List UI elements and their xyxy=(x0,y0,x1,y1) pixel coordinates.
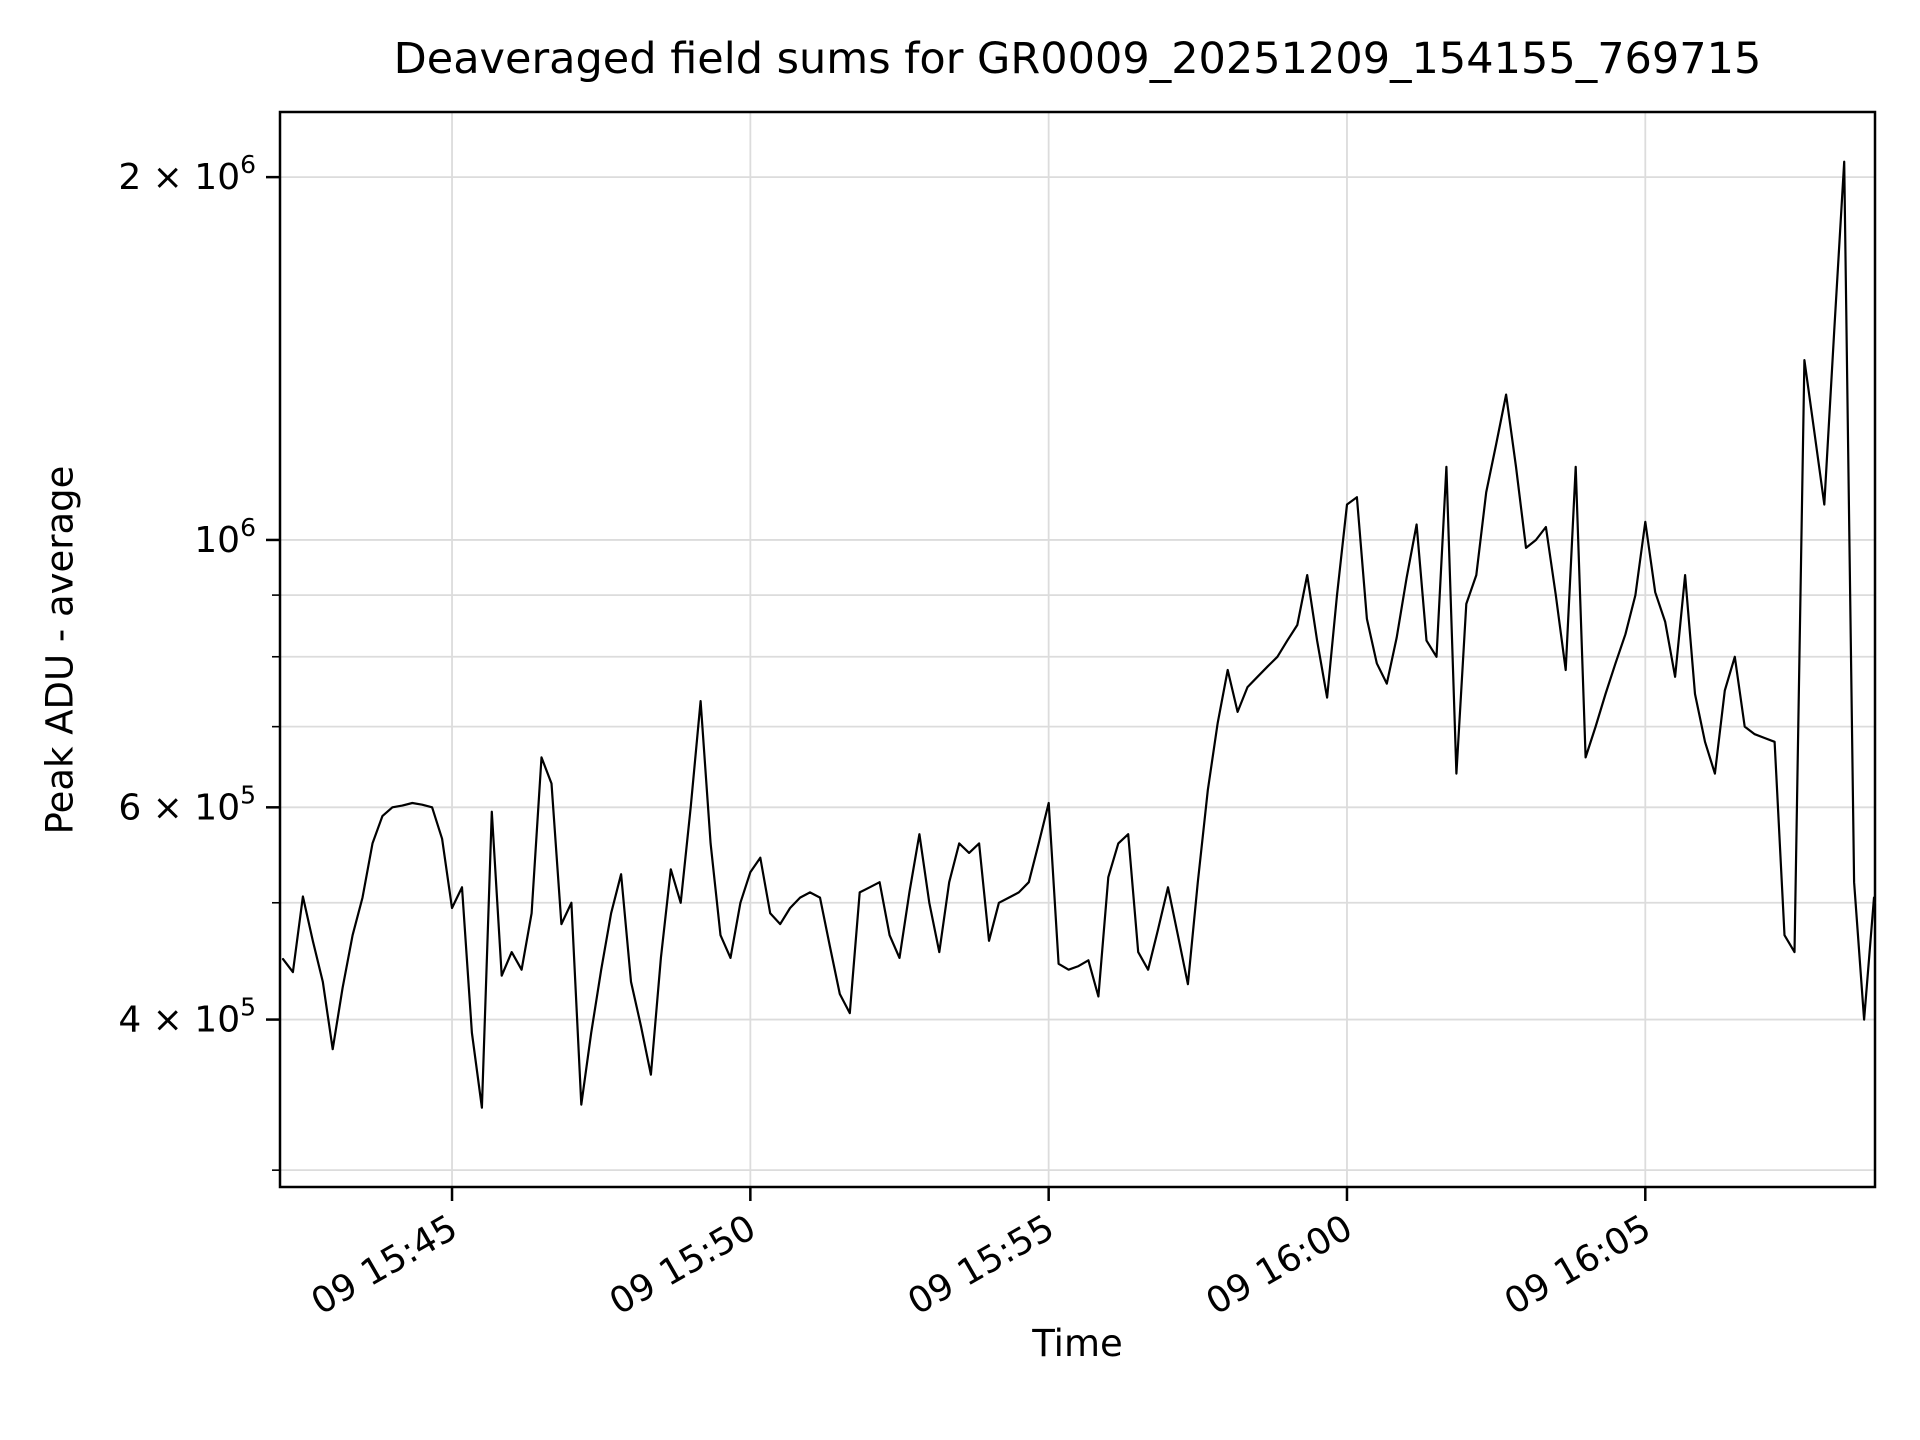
y-tick-label: 4 × 105 xyxy=(118,993,256,1041)
y-tick-label: 6 × 105 xyxy=(118,780,256,828)
axes-spines xyxy=(278,110,1877,1189)
gridlines xyxy=(280,112,1875,1187)
chart-title: Deaveraged field sums for GR0009_2025120… xyxy=(393,34,1762,84)
y-tick-label: 106 xyxy=(194,513,256,561)
x-tick-label: 09 16:05 xyxy=(1498,1207,1658,1323)
x-tick-label: 09 15:55 xyxy=(901,1207,1061,1323)
x-axis-label: Time xyxy=(1032,1322,1123,1365)
y-tick-label: 2 × 106 xyxy=(118,150,256,198)
y-axis-label: Peak ADU - average xyxy=(38,465,82,835)
x-tick-label: 09 15:45 xyxy=(305,1207,465,1323)
x-tick-group: 09 15:45 09 15:50 09 15:55 09 16:00 09 16:05 xyxy=(305,1187,1658,1323)
data-series-line xyxy=(281,160,1876,1109)
y-tick-group: 2 × 106 106 6 × 105 4 × 105 xyxy=(118,150,280,1171)
x-tick-label: 09 15:50 xyxy=(603,1207,763,1323)
x-tick-label: 09 16:00 xyxy=(1200,1207,1360,1323)
